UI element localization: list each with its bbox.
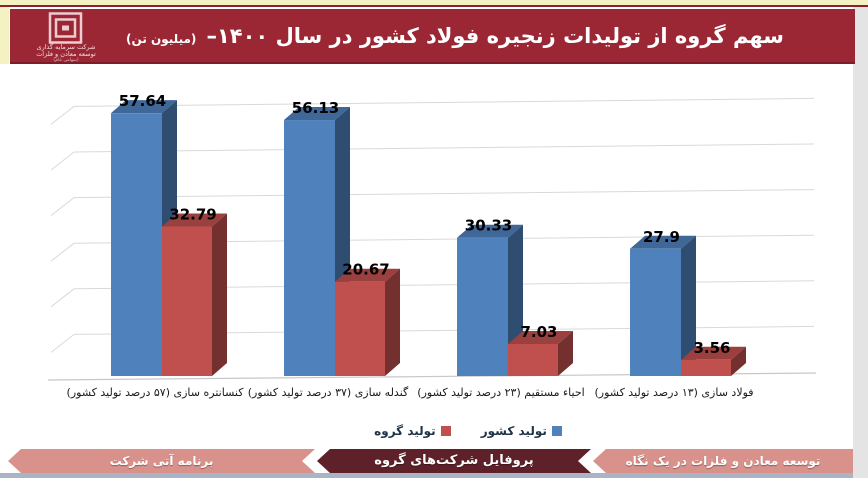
top-border-line <box>0 5 868 7</box>
logo-company-name-line1: شرکت سرمایه گذاری <box>36 43 96 51</box>
top-border-strip <box>0 0 868 5</box>
bar-country-3 <box>630 248 681 376</box>
nested-squares-logo-icon <box>48 12 83 44</box>
gridline-side-60 <box>50 106 75 125</box>
bar-group-0-value-label: 32.79 <box>169 205 216 223</box>
slide-header: شرکت سرمایه گذاری توسعه معادن و فلزات (س… <box>10 9 855 64</box>
gridline-side-40 <box>50 197 75 216</box>
legend-swatch-red <box>440 426 451 436</box>
gridline-side-10 <box>50 334 75 353</box>
bar-group-1 <box>335 281 385 376</box>
left-border-strip <box>0 7 9 64</box>
gridline-side-30 <box>50 242 75 262</box>
gridline-40 <box>73 189 815 199</box>
gridline-side-20 <box>50 288 75 308</box>
right-border-strip <box>853 7 868 478</box>
bar-group-2 <box>508 343 558 376</box>
legend-swatch-blue <box>551 426 562 436</box>
company-logo: شرکت سرمایه گذاری توسعه معادن و فلزات (س… <box>18 11 114 63</box>
bar-country-2-top-face <box>457 224 523 238</box>
bar-country-2-value-label: 30.33 <box>465 217 512 235</box>
bar-group-0 <box>162 226 212 376</box>
bar-group-3-value-label: 3.56 <box>693 339 730 357</box>
bar-group-3-top-face <box>681 346 746 360</box>
bar-group-3 <box>681 359 731 376</box>
category-label-concentrate: کنسانتره سازی (۵۷ درصد تولید کشور) <box>66 386 244 399</box>
bar-group-1-value-label: 20.67 <box>342 261 389 279</box>
bar-group-0-side-face <box>212 213 227 376</box>
bar-group-1-top-face <box>335 268 400 282</box>
bar-country-0-value-label: 57.64 <box>119 92 166 110</box>
bar-group-2-top-face <box>508 330 573 344</box>
logo-company-name-line3: (سهامی عام) <box>53 58 79 63</box>
footer-tab-future-plan[interactable]: برنامه آتی شرکت <box>8 449 315 473</box>
bar-country-3-side-face <box>681 235 696 376</box>
legend-label-group: تولید گروه <box>374 424 436 438</box>
slide-title-unit: (میلیون تن) <box>126 31 197 46</box>
bar-group-2-value-label: 7.03 <box>520 323 557 341</box>
bar-country-1 <box>284 120 335 376</box>
logo-company-name-line2: توسعه معادن و فلزات <box>36 50 96 58</box>
footer-tab-group-profile[interactable]: پروفایل شرکت‌های گروه <box>317 449 591 473</box>
bottom-border-strip <box>0 473 853 478</box>
legend-label-country: تولید کشور <box>480 424 547 438</box>
gridline-50 <box>73 143 815 153</box>
bar-country-2 <box>457 237 508 376</box>
bar-country-1-value-label: 56.13 <box>292 99 339 117</box>
bar-group-1-side-face <box>385 268 400 376</box>
bar-country-3-top-face <box>630 235 696 249</box>
slide-title-text: سهم گروه از تولیدات زنجیره فولاد کشور در… <box>206 23 784 48</box>
steel-chain-bar-chart: 57.64 32.79 56.13 20.67 30.33 7.03 27.9 3.56 کن… <box>8 66 853 448</box>
legend-item-country: تولید کشور <box>481 424 562 438</box>
bar-group-3-side-face <box>731 346 746 376</box>
gridline-60 <box>73 97 815 107</box>
chart-plot-area: 57.64 32.79 56.13 20.67 30.33 7.03 27.9 3.56 <box>47 92 817 381</box>
bar-country-3-value-label: 27.9 <box>643 228 680 246</box>
bar-country-0-top-face <box>111 100 177 114</box>
bar-country-1-top-face <box>284 107 350 121</box>
gridline-side-50 <box>50 151 75 171</box>
bar-group-0-top-face <box>162 213 227 227</box>
footer-tab-overview[interactable]: توسعه معادن و فلزات در یک نگاه <box>593 449 853 473</box>
footer-nav: توسعه معادن و فلزات در یک نگاه پروفایل ش… <box>8 449 853 473</box>
bar-country-0 <box>111 113 162 377</box>
category-label-pellet: گندله سازی (۳۷ درصد تولید کشور) <box>247 386 409 399</box>
legend-item-group: تولید گروه <box>374 424 451 438</box>
category-label-steelmaking: فولاد سازی (۱۳ درصد تولید کشور) <box>594 386 754 399</box>
bar-group-2-side-face <box>558 330 573 376</box>
chart-legend: تولید کشور تولید گروه <box>308 424 628 438</box>
category-label-direct-reduction: احیاء مستقیم (۲۳ درصد تولید کشور) <box>417 386 585 399</box>
slide-title: سهم گروه از تولیدات زنجیره فولاد کشور در… <box>110 24 800 48</box>
